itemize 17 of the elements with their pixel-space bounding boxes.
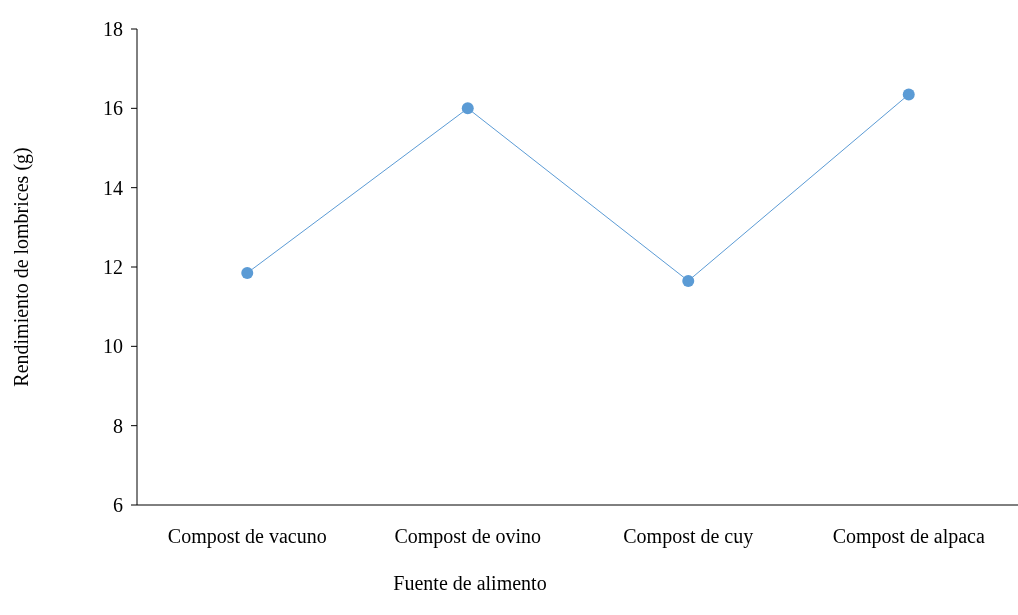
y-tick-label: 16 xyxy=(103,97,123,120)
point xyxy=(241,266,254,279)
y-tick-label: 8 xyxy=(113,414,123,437)
y-tick-label: 14 xyxy=(103,176,123,199)
point xyxy=(902,88,915,101)
y-tick-label: 10 xyxy=(103,335,123,358)
point xyxy=(682,274,695,287)
y-axis-title: Rendimiento de lombrices (g) xyxy=(10,147,33,387)
x-axis-title: Fuente de alimento xyxy=(393,572,547,594)
x-tick-label: Compost de cuy xyxy=(623,525,754,548)
y-tick-label: 18 xyxy=(103,18,123,40)
y-tick-label: 6 xyxy=(113,494,123,516)
y-tick-label: 12 xyxy=(103,256,123,278)
x-tick-label: Compost de vacuno xyxy=(167,525,327,548)
point xyxy=(461,102,474,115)
x-tick-label: Compost de ovino xyxy=(394,525,542,548)
x-tick-label: Compost de alpaca xyxy=(832,525,985,548)
